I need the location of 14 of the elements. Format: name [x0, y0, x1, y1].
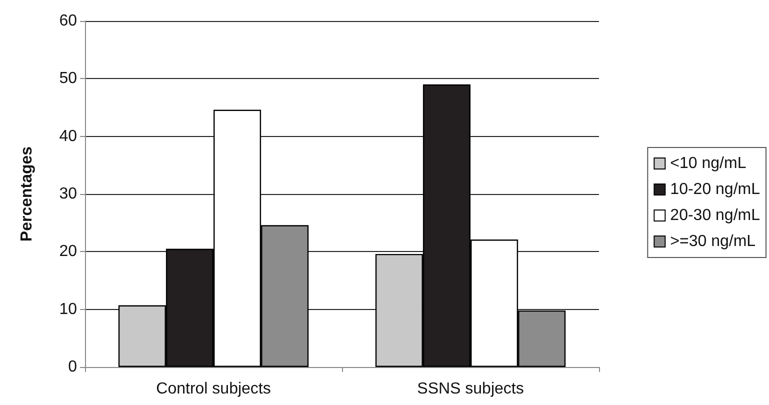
legend-label: >=30 ng/mL [670, 233, 756, 250]
y-tick-label: 40 [59, 128, 78, 145]
x-tick-label: Control subjects [156, 380, 271, 398]
y-tick-label: 50 [59, 70, 78, 88]
legend-label: <10 ng/mL [670, 155, 746, 172]
legend-label: 20-30 ng/mL [670, 207, 760, 224]
y-tick-label: 10 [59, 300, 78, 318]
legend-label: 10-20 ng/mL [670, 181, 760, 198]
y-tick-label: 30 [59, 186, 78, 202]
y-tick-label: 20 [59, 243, 78, 260]
y-tick-label: 60 [59, 12, 78, 30]
x-tick-label: SSNS subjects [417, 380, 524, 398]
y-tick-label: 0 [68, 358, 78, 376]
y-axis-title: Percentages [18, 146, 36, 242]
